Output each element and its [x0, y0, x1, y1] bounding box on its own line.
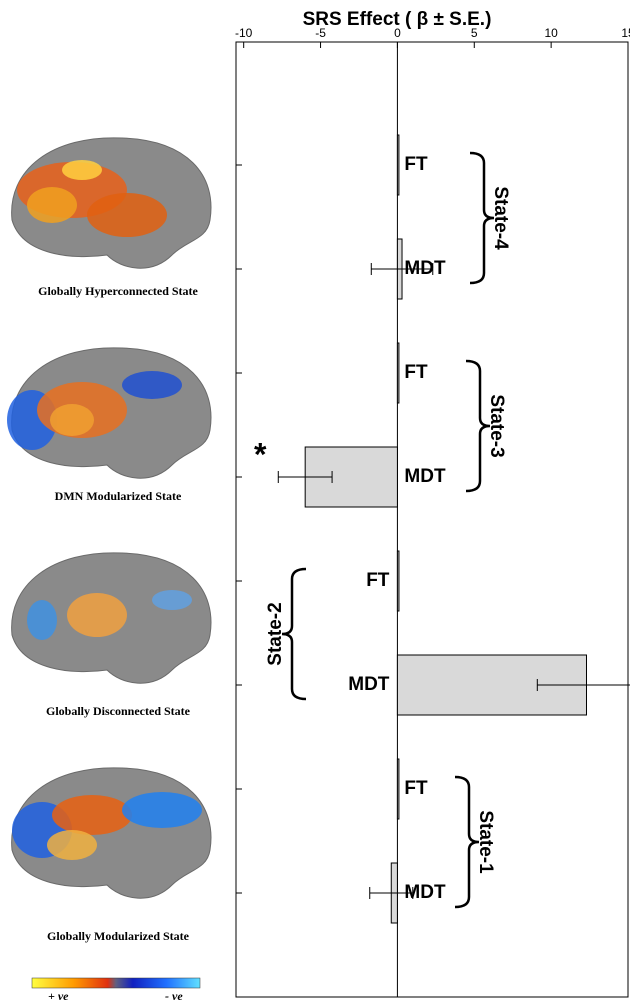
x-tick-label: -10	[235, 26, 253, 40]
group-brace	[281, 567, 307, 701]
brain-label: Globally Disconnected State	[46, 704, 191, 718]
x-tick-label: -5	[315, 26, 326, 40]
activation	[50, 404, 94, 436]
activation	[52, 795, 132, 835]
brain-label: Globally Modularized State	[47, 929, 190, 943]
colorbar-low: - ve	[165, 989, 183, 1003]
activation	[27, 187, 77, 223]
bar	[396, 134, 400, 196]
activation	[27, 600, 57, 640]
activation	[47, 830, 97, 860]
x-tick-label: 5	[471, 26, 478, 40]
category-label: MDT	[348, 674, 390, 695]
brain-label: DMN Modularized State	[55, 489, 182, 503]
group-label: State-1	[475, 810, 496, 874]
colorbar	[31, 977, 201, 989]
activation	[152, 590, 192, 610]
x-tick-label: 10	[544, 26, 558, 40]
x-tick-label: 0	[394, 26, 401, 40]
brain-panels: Globally Hyperconnected State DMN Modular…	[7, 137, 212, 943]
group-label: State-2	[265, 602, 286, 665]
bar	[396, 758, 400, 820]
activation	[62, 160, 102, 180]
group-brace	[469, 151, 495, 285]
group-brace	[454, 775, 480, 909]
category-label: FT	[366, 570, 390, 591]
category-label: MDT	[404, 882, 446, 903]
category-label: MDT	[404, 466, 446, 487]
chart-title: SRS Effect ( β ± S.E.)	[303, 9, 492, 30]
bar	[396, 550, 400, 612]
activation	[122, 792, 202, 828]
category-label: FT	[404, 154, 428, 175]
bar	[396, 342, 400, 404]
brain-label: Globally Hyperconnected State	[38, 284, 198, 298]
colorbar-high: + ve	[48, 989, 69, 1003]
x-tick-label: 15	[621, 26, 630, 40]
activation	[87, 193, 167, 237]
significance-star: *	[254, 436, 267, 472]
group-brace	[465, 359, 491, 493]
bar	[304, 446, 398, 508]
category-label: FT	[404, 362, 428, 383]
activation	[67, 593, 127, 637]
plot-frame	[235, 41, 629, 998]
group-label: State-3	[486, 394, 507, 457]
group-label: State-4	[490, 186, 511, 250]
activation	[122, 371, 182, 399]
category-label: FT	[404, 778, 428, 799]
category-label: MDT	[404, 258, 446, 279]
